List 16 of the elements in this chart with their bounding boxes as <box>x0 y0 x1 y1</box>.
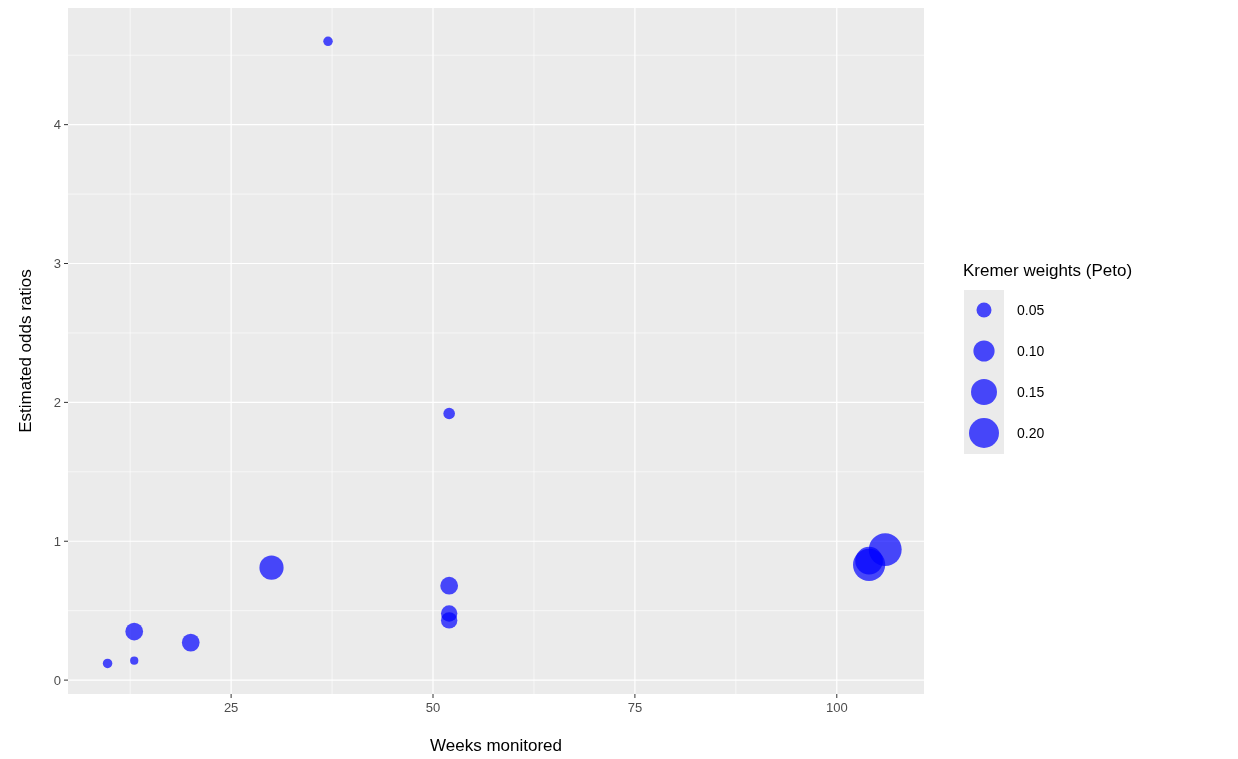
y-tick-label: 2 <box>53 394 61 410</box>
legend-label: 0.05 <box>1017 302 1045 318</box>
legend-title: Kremer weights (Peto) <box>963 261 1133 280</box>
x-tick-label: 75 <box>627 700 643 715</box>
y-tick-label: 0 <box>53 672 61 688</box>
x-axis-title: Weeks monitored <box>430 736 562 755</box>
x-tick-label: 25 <box>223 700 239 715</box>
legend-label: 0.15 <box>1017 384 1045 400</box>
y-tick-label: 4 <box>53 117 61 133</box>
x-tick-label: 50 <box>425 700 441 715</box>
x-tick-label: 100 <box>825 700 848 715</box>
legend-label: 0.10 <box>1017 343 1045 359</box>
y-tick-label: 1 <box>53 533 61 549</box>
y-axis-title: Estimated odds ratios <box>16 269 35 433</box>
legend-label: 0.20 <box>1017 425 1045 441</box>
y-tick-label: 3 <box>53 256 61 272</box>
